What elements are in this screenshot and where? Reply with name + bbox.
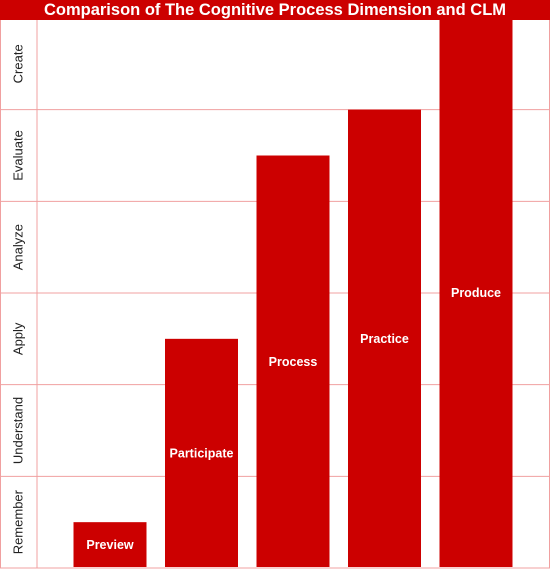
bar-label-participate: Participate xyxy=(170,446,234,460)
bar-produce xyxy=(439,18,513,567)
y-level-label: Understand xyxy=(10,397,25,464)
y-level-label: Analyze xyxy=(10,224,25,270)
bar-participate xyxy=(165,338,238,567)
bar-labels: Preview Participate Process Practice Produce xyxy=(86,286,501,552)
y-level-label: Apply xyxy=(10,322,25,355)
bar-label-practice: Practice xyxy=(360,332,409,346)
bar-label-preview: Preview xyxy=(86,538,134,552)
bar-label-produce: Produce xyxy=(451,286,501,300)
y-level-label: Evaluate xyxy=(10,130,25,181)
bars xyxy=(73,18,513,568)
bar-preview xyxy=(73,522,147,567)
y-level-label: Create xyxy=(10,44,25,83)
bar-process xyxy=(256,155,330,567)
chart-title: Comparison of The Cognitive Process Dime… xyxy=(0,0,550,20)
y-axis-labels: Remember Understand Apply Analyze Evaluate Cr… xyxy=(10,44,25,554)
y-level-label: Remember xyxy=(10,489,25,554)
bar-practice xyxy=(348,109,421,568)
bar-label-process: Process xyxy=(269,355,318,369)
